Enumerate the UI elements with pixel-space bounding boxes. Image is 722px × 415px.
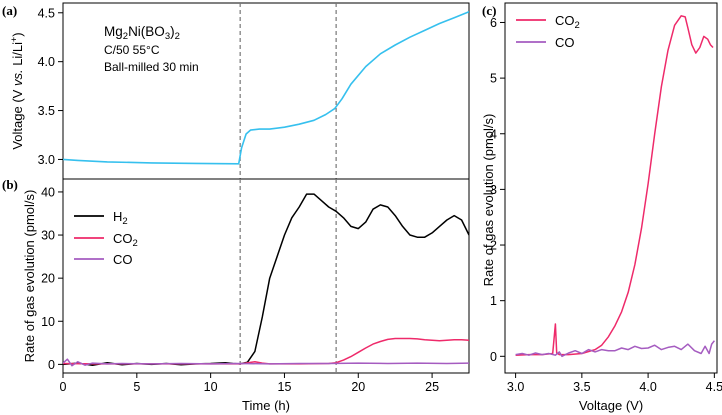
x-tick-label: 3.5	[573, 380, 590, 394]
y-tick-label: 4.5	[38, 6, 55, 20]
y-tick-label: 5	[490, 72, 497, 86]
panel-c-ticks: 0 1 2 3 4 5 6 3.0 3.5 4.0 4.5	[490, 16, 722, 394]
panel-b-series	[63, 193, 469, 367]
panel-b-frame	[62, 178, 470, 374]
y-tick-label: 3.0	[38, 153, 55, 167]
y-tick-label: 10	[41, 315, 55, 329]
y-tick-label: 4	[490, 127, 497, 141]
panel-c-legend: CO2 CO	[516, 13, 580, 50]
x-tick-label: 15	[278, 380, 292, 394]
x-tick-label: 20	[351, 380, 365, 394]
panel-c-series	[515, 15, 715, 358]
y-tick-label: 40	[41, 185, 55, 199]
panel-label-c: (c)	[482, 3, 496, 18]
y-tick-label: 0	[48, 358, 55, 372]
series-line-co2	[515, 15, 714, 356]
legend-label-h2: H2	[113, 209, 128, 227]
y-tick-label: 3	[490, 183, 497, 197]
x-tick-label: 5	[133, 380, 140, 394]
y-tick-label: 20	[41, 272, 55, 286]
y-tick-label: 2	[490, 239, 497, 253]
panel-a-series	[63, 11, 469, 165]
panel-a-frame	[62, 2, 470, 180]
panel-b-legend: H2 CO2 CO	[74, 209, 138, 267]
x-tick-label: 3.0	[507, 380, 524, 394]
panel-c-gas-voltage-chart: 0 1 2 3 4 5 6 3.0 3.5 4.0 4.5 Voltage (V) Rate of …	[481, 2, 722, 413]
panel-b-ticks: 0 10 20 30 40 0 5 10 15 20 25	[41, 185, 439, 394]
legend-label-co2: CO2	[113, 231, 138, 249]
panel-a-y-axis-label: Voltage (V vs. Li/Li+)	[9, 32, 25, 149]
x-tick-label: 4.0	[639, 380, 656, 394]
y-tick-label: 1	[490, 294, 497, 308]
panel-b-x-axis-label: Time (h)	[242, 398, 290, 413]
x-tick-label: 25	[425, 380, 439, 394]
y-tick-label: 0	[490, 350, 497, 364]
x-tick-label: 0	[60, 380, 67, 394]
series-line-co	[63, 358, 469, 367]
panel-c-y-axis-label: Rate of gas evolution (pmol/s)	[481, 114, 496, 287]
panel-c-frame	[504, 2, 718, 374]
panel-a-marker-lines	[239, 3, 337, 179]
panel-b-y-axis-label: Rate of gas evolution (pmol/s)	[22, 190, 37, 363]
compound-formula: Mg2Ni(BO3)2	[104, 24, 180, 42]
y-tick-label: 30	[41, 229, 55, 243]
ball-milled-label: Ball-milled 30 min	[104, 60, 199, 74]
legend-label-co: CO	[113, 252, 133, 267]
condition-label: C/50 55°C	[104, 43, 160, 57]
panel-label-b: (b)	[2, 177, 18, 192]
series-line-voltage	[63, 11, 469, 165]
panel-c-x-axis-label: Voltage (V)	[579, 398, 643, 413]
panel-a-y-ticks: 3.0 3.5 4.0 4.5	[38, 6, 63, 167]
y-tick-label: 6	[490, 16, 497, 30]
panel-label-a: (a)	[2, 3, 17, 18]
series-line-co2	[63, 337, 469, 365]
panel-b-gas-time-chart: 0 10 20 30 40 0 5 10 15 20 25 Time (h) Rate of gas…	[22, 178, 470, 413]
legend-label-co2: CO2	[555, 13, 580, 31]
legend-label-co: CO	[555, 35, 575, 50]
x-tick-label: 10	[204, 380, 218, 394]
x-tick-label: 4.5	[706, 380, 722, 394]
y-tick-label: 4.0	[38, 55, 55, 69]
y-tick-label: 3.5	[38, 104, 55, 118]
panel-b-marker-lines	[239, 179, 337, 373]
series-line-co	[515, 340, 715, 358]
panel-a-voltage-chart: 3.0 3.5 4.0 4.5 Voltage (V vs. Li/Li+) Mg2N…	[9, 2, 470, 180]
